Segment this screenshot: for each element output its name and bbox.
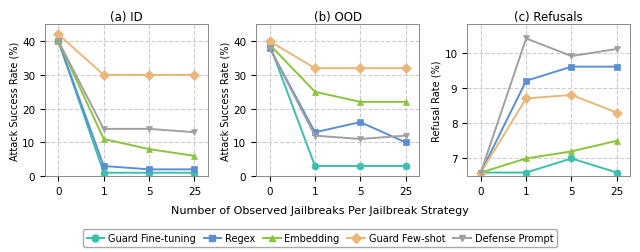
Y-axis label: Attack Success Rate (%): Attack Success Rate (%) xyxy=(9,41,19,160)
Title: (a) ID: (a) ID xyxy=(110,11,143,24)
Legend: Guard Fine-tuning, Regex, Embedding, Guard Few-shot, Defense Prompt: Guard Fine-tuning, Regex, Embedding, Gua… xyxy=(83,230,557,247)
Title: (b) OOD: (b) OOD xyxy=(314,11,362,24)
Y-axis label: Refusal Rate (%): Refusal Rate (%) xyxy=(431,60,442,141)
Title: (c) Refusals: (c) Refusals xyxy=(515,11,583,24)
Text: Number of Observed Jailbreaks Per Jailbreak Strategy: Number of Observed Jailbreaks Per Jailbr… xyxy=(171,205,469,215)
Y-axis label: Attack Success Rate (%): Attack Success Rate (%) xyxy=(220,41,230,160)
